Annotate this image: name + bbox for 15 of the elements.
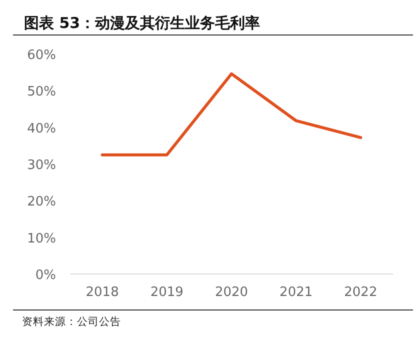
x-tick-label: 2020 [214, 285, 248, 300]
text: 资料来源：公司公告 [22, 315, 121, 328]
x-tick-label: 2019 [150, 285, 184, 300]
chart-title: 图表 53：动漫及其衍生业务毛利率 [24, 14, 260, 32]
y-tick-label: 0% [35, 268, 56, 283]
x-tick-label: 2021 [280, 285, 313, 300]
x-tick-label: 2018 [86, 285, 119, 300]
y-tick-label: 30% [27, 158, 56, 173]
y-tick-label: 50% [27, 84, 56, 100]
y-tick-label: 10% [27, 231, 56, 246]
x-tick-label: 2022 [344, 285, 378, 300]
y-tick-label: 40% [27, 121, 56, 136]
y-tick-label: 20% [27, 194, 56, 210]
y-tick-label: 60% [27, 48, 56, 63]
line-series [100, 72, 362, 156]
